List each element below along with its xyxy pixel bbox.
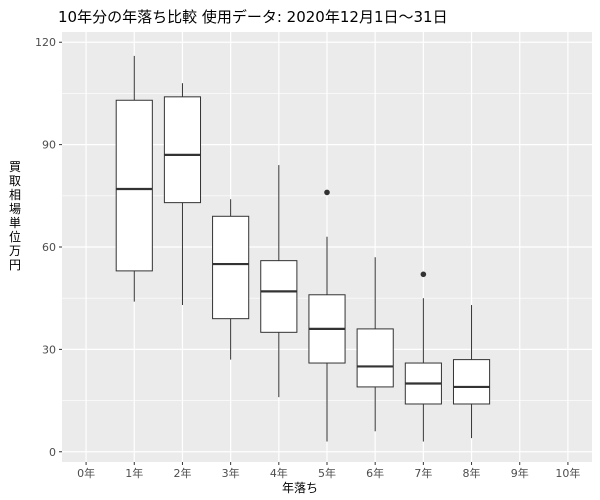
box-iqr xyxy=(212,215,250,320)
box-layer xyxy=(115,55,491,442)
box-1 xyxy=(115,55,153,302)
box-iqr xyxy=(452,359,491,405)
box-iqr xyxy=(260,260,298,333)
box-3 xyxy=(212,199,250,360)
x-tick-label: 7年 xyxy=(414,466,432,480)
box-iqr xyxy=(356,328,394,388)
box-iqr xyxy=(115,99,153,272)
y-axis-title: 買取相場 単位 万円 xyxy=(8,160,21,272)
x-tick-label: 8年 xyxy=(463,466,481,480)
x-tick-label: 4年 xyxy=(270,466,288,480)
box-iqr xyxy=(163,96,202,204)
x-tick-label: 5年 xyxy=(318,466,336,480)
chart-title: 10年分の年落ち比較 使用データ: 2020年12月1日～31日 xyxy=(58,8,448,26)
y-tick-label: 30 xyxy=(42,343,56,356)
outlier-point xyxy=(420,271,427,278)
y-tick-label: 90 xyxy=(42,139,56,152)
y-tick-label: 120 xyxy=(35,36,56,49)
x-tick-label: 3年 xyxy=(222,466,240,480)
box-6 xyxy=(356,257,394,432)
axis-layer: 0 30 60 90 120 0年 1年 2年 3年 4年 5年 6年 7年 8年 9年 10年 xyxy=(35,36,580,480)
y-tick-label: 60 xyxy=(42,241,56,254)
x-tick-label: 6年 xyxy=(366,466,384,480)
box-4 xyxy=(260,165,298,398)
outlier-point xyxy=(324,189,330,196)
x-tick-label: 10年 xyxy=(555,466,580,480)
box-8 xyxy=(452,305,491,439)
y-tick-label: 0 xyxy=(49,446,56,459)
box-2 xyxy=(163,83,202,306)
x-tick-label: 1年 xyxy=(125,466,143,480)
x-tick-label: 0年 xyxy=(77,466,95,480)
x-tick-label: 2年 xyxy=(173,466,191,480)
x-axis-title: 年落ち xyxy=(281,481,318,495)
x-tick-label: 9年 xyxy=(511,466,529,480)
box-5 xyxy=(308,189,346,442)
box-7 xyxy=(404,271,442,442)
